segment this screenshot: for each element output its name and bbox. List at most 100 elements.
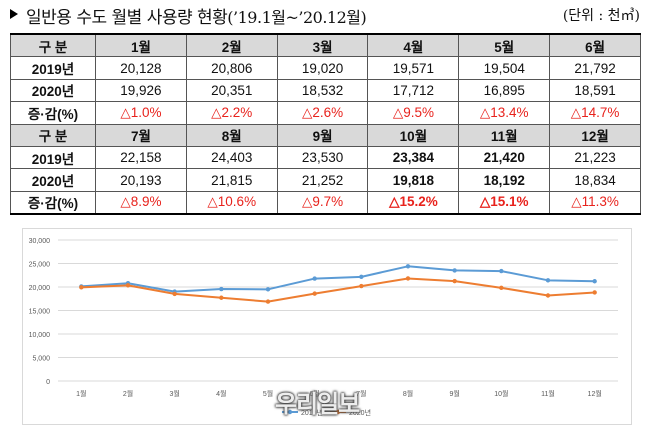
data-point <box>499 268 504 274</box>
table-row: 2019년 22,158 24,403 23,530 23,384 21,420 21,22… <box>10 145 641 170</box>
table-cell: 23,530 <box>276 145 369 170</box>
legend-label: 2019년 <box>301 408 323 417</box>
y-tick-label: 25,000 <box>29 262 51 269</box>
data-point <box>592 279 597 284</box>
usage-table: 구 분 1월 2월 3월 4월 5월 6월 2019년 20,128 20,806 19,020 19… <box>10 33 641 216</box>
x-tick-label: 11월 <box>541 389 555 398</box>
table-row: 2020년 19,926 20,351 18,532 17,712 16,895 18,59… <box>10 78 641 103</box>
table-row: 구 분 1월 2월 3월 4월 5월 6월 <box>10 33 641 58</box>
data-point <box>265 287 271 292</box>
data-point <box>359 283 364 289</box>
y-tick-label: 5,000 <box>32 356 50 363</box>
data-point <box>172 291 177 297</box>
table-cell: 8월 <box>185 123 278 147</box>
row-label-cell: 2020년 <box>10 78 96 103</box>
legend-marker <box>335 409 341 415</box>
row-label-cell: 구 분 <box>10 123 96 147</box>
table-cell: 18,591 <box>549 78 641 103</box>
table-cell: 19,926 <box>95 78 187 103</box>
table-cell: 20,806 <box>185 56 278 80</box>
data-point <box>312 291 317 296</box>
table-row: 2020년 20,193 21,815 21,252 19,818 18,192 18,83… <box>10 168 641 192</box>
table-cell: 7월 <box>95 123 187 147</box>
table-cell: 21,223 <box>549 145 641 170</box>
table-cell: 20,193 <box>95 168 187 192</box>
watermark-logo: 우리일보 <box>275 390 360 418</box>
x-tick-label: 10월 <box>494 389 508 398</box>
x-tick-label: 12월 <box>588 389 602 398</box>
data-point <box>545 278 551 283</box>
x-tick-label: 2월 <box>123 389 133 398</box>
table-cell: △10.6% <box>185 190 278 216</box>
data-point <box>592 290 597 295</box>
data-point <box>499 285 504 291</box>
table-cell: 21,792 <box>549 56 641 80</box>
table-cell: 5월 <box>458 33 551 58</box>
table-cell: 21,420 <box>458 145 551 170</box>
x-tick-label: 6월 <box>309 389 319 398</box>
table-cell: 21,815 <box>185 168 278 192</box>
table-row: 증·감(%) △8.9% △10.6% △9.7% △15.2% △15.1% △11.3% <box>10 190 641 216</box>
data-point <box>125 283 131 288</box>
table-cell: △15.1% <box>458 190 551 216</box>
series-line-1 <box>81 265 595 293</box>
table-cell: 20,351 <box>185 78 278 103</box>
series-line-2 <box>81 277 595 303</box>
data-point <box>452 278 457 284</box>
table-cell: △9.7% <box>276 190 369 216</box>
x-tick-label: 4월 <box>216 389 226 398</box>
page-title: 일반용 수도 월별 사용량 현황(’19.1월~’20.12월) <box>26 3 367 28</box>
table-cell: 18,834 <box>549 168 641 192</box>
legend-marker <box>287 409 293 415</box>
row-label-cell: 2020년 <box>10 168 96 192</box>
x-tick-label: 3월 <box>169 389 179 398</box>
title-period: (’19.1월~’20.12월) <box>227 8 367 27</box>
x-tick-label: 5월 <box>263 389 273 398</box>
y-tick-label: 20,000 <box>29 285 51 292</box>
page-header: 일반용 수도 월별 사용량 현황(’19.1월~’20.12월) (단위 : 천… <box>0 0 650 32</box>
table-cell: 1월 <box>95 33 187 58</box>
data-point <box>545 293 551 298</box>
data-point <box>219 286 224 292</box>
y-tick-label: 15,000 <box>29 309 51 316</box>
row-label-cell: 증·감(%) <box>10 190 96 216</box>
unit-label: (단위 : 천㎥) <box>562 8 640 24</box>
y-tick-label: 10,000 <box>29 332 51 339</box>
table-cell: 21,252 <box>276 168 369 192</box>
x-tick-label: 7월 <box>356 389 366 398</box>
table-cell: 10월 <box>367 123 460 147</box>
table-cell: 24,403 <box>185 145 278 170</box>
data-point <box>452 268 457 273</box>
x-tick-label: 1월 <box>76 389 86 398</box>
x-tick-label: 9월 <box>449 389 459 398</box>
y-tick-label: 0 <box>46 379 50 386</box>
bullet-triangle-icon <box>10 9 18 19</box>
table-cell: 9월 <box>276 123 369 147</box>
table-row: 2019년 20,128 20,806 19,020 19,571 19,504 21,79… <box>10 56 641 80</box>
table-cell: △8.9% <box>95 190 187 216</box>
y-tick-label: 30,000 <box>29 238 51 245</box>
row-label-cell: 증·감(%) <box>10 101 96 125</box>
table-cell: △2.6% <box>276 101 369 125</box>
table-cell: 4월 <box>367 33 460 58</box>
data-point <box>219 295 224 300</box>
table-cell: 6월 <box>549 33 641 58</box>
data-point <box>405 276 411 281</box>
data-point <box>265 299 271 304</box>
title-main: 일반용 수도 월별 사용량 현황 <box>26 8 228 28</box>
chart-frame <box>22 228 632 425</box>
table-cell: △11.3% <box>549 190 641 216</box>
row-label-cell: 구 분 <box>10 33 96 58</box>
legend-label: 2020년 <box>349 408 371 417</box>
table-cell: △15.2% <box>367 190 460 216</box>
table-cell: 11월 <box>458 123 551 147</box>
table-cell: △1.0% <box>95 101 187 125</box>
data-point <box>79 285 84 290</box>
x-tick-label: 8월 <box>403 389 413 398</box>
data-point <box>359 274 364 280</box>
data-point <box>312 276 317 281</box>
data-point <box>405 264 411 269</box>
table-cell: 18,192 <box>458 168 551 192</box>
table-cell: 19,571 <box>367 56 460 80</box>
